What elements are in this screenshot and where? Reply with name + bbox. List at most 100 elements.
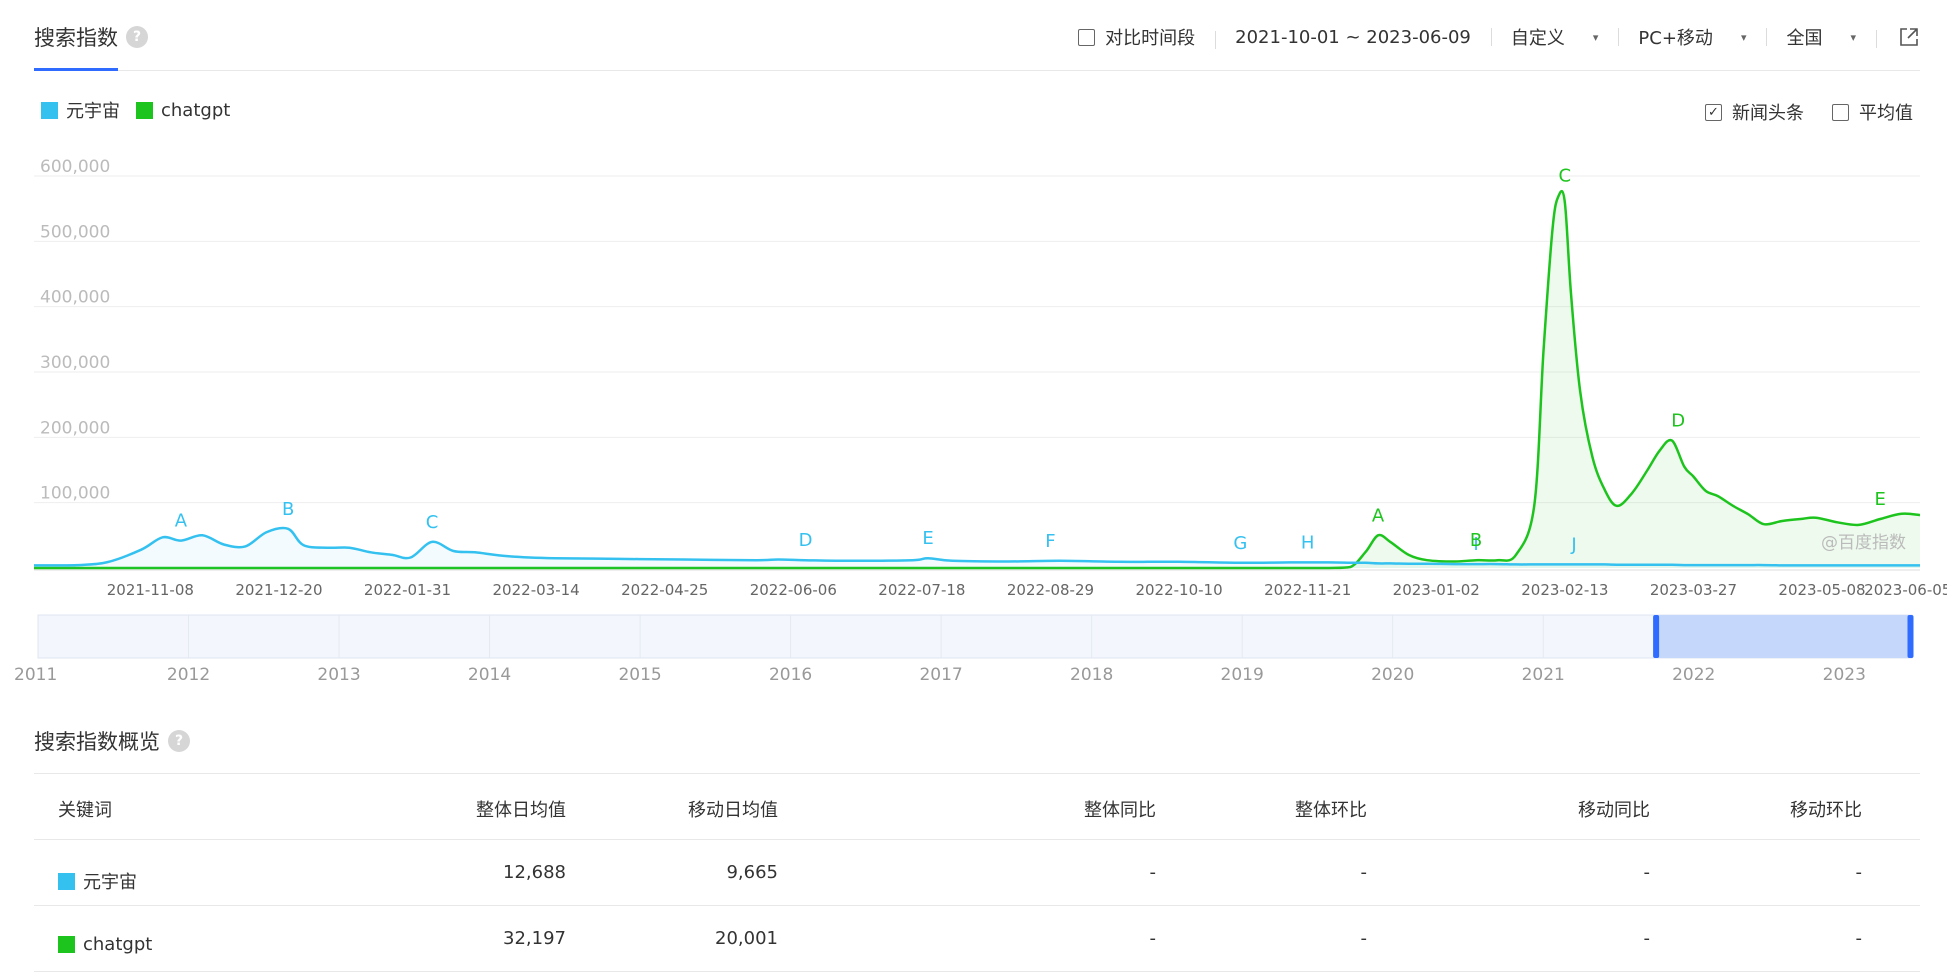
annotation-marker: I: [1473, 534, 1478, 555]
overall-mom-cell: -: [1360, 928, 1368, 949]
chevron-down-icon: ▾: [1850, 30, 1856, 44]
tab-title-text: 搜索指数: [34, 26, 118, 50]
table-header-row: 关键词 整体日均值 移动日均值 整体同比 整体环比 移动同比 移动环比: [34, 774, 1920, 840]
annotation-marker: D: [799, 530, 813, 551]
x-tick-label: 2023-05-08: [1778, 581, 1865, 599]
device-select-value: PC+移动: [1638, 28, 1713, 49]
y-tick-label: 300,000: [40, 353, 110, 373]
annotation-marker: A: [1372, 505, 1385, 526]
x-tick-label: 2022-11-21: [1264, 581, 1351, 599]
mobile-avg-cell: 9,665: [726, 862, 778, 883]
overall-yoy-cell: -: [1149, 928, 1157, 949]
news-label: 新闻头条: [1732, 103, 1804, 124]
period-select[interactable]: 自定义 ▾: [1490, 24, 1619, 50]
overview-title-text: 搜索指数概览: [34, 730, 160, 754]
navigator-handle-left[interactable]: [1653, 615, 1660, 658]
annotation-marker: E: [1875, 489, 1886, 510]
navigator-year-label: 2014: [468, 665, 511, 685]
y-tick-label: 600,000: [40, 157, 110, 177]
x-tick-label: 2023-06-05: [1864, 581, 1947, 599]
series-area-元宇宙: [34, 527, 1920, 568]
annotation-marker: G: [1233, 533, 1247, 554]
x-tick-label: 2022-01-31: [364, 581, 451, 599]
navigator-year-label: 2013: [317, 665, 360, 685]
legend-item-metaverse[interactable]: 元宇宙: [41, 97, 120, 123]
table-row: 元宇宙 12,688 9,665 - - - -: [34, 840, 1920, 906]
column-header: 关键词: [58, 800, 112, 821]
x-tick-label: 2022-07-18: [878, 581, 965, 599]
annotation-marker: H: [1301, 532, 1315, 553]
x-tick-label: 2021-12-20: [235, 581, 322, 599]
mobile-mom-cell: -: [1855, 928, 1863, 949]
keyword-text: 元宇宙: [83, 872, 137, 893]
help-icon[interactable]: ?: [168, 730, 190, 752]
annotation-marker: C: [426, 512, 439, 533]
navigator-year-label: 2011: [14, 665, 57, 685]
annotation-marker: B: [1470, 530, 1482, 551]
search-index-chart[interactable]: 600,000 500,000 400,000 300,000 200,000 100,0…: [0, 140, 1947, 600]
tab-active-underline: [34, 68, 118, 71]
y-tick-label: 400,000: [40, 288, 110, 308]
annotation-marker: J: [1570, 534, 1576, 555]
x-tick-label: 2021-11-08: [107, 581, 194, 599]
region-select[interactable]: 全国 ▾: [1766, 24, 1876, 50]
annotation-marker: C: [1559, 166, 1572, 187]
compare-checkbox[interactable]: [1078, 28, 1096, 46]
overall-mom-cell: -: [1360, 862, 1368, 883]
chart-options: ✓ 新闻头条 平均值: [1677, 99, 1913, 125]
tab-search-index[interactable]: 搜索指数 ?: [34, 22, 148, 52]
navigator-year-label: 2023: [1823, 665, 1866, 685]
compare-label: 对比时间段: [1105, 28, 1196, 49]
average-toggle[interactable]: 平均值: [1832, 99, 1913, 125]
time-navigator[interactable]: 2011 2012 2013 2014 2015 2016 2017 2018 2019 2020…: [0, 610, 1947, 695]
annotation-marker: A: [175, 511, 188, 532]
keyword-cell: 元宇宙: [58, 868, 137, 894]
keyword-cell: chatgpt: [58, 934, 152, 955]
legend-swatch: [136, 101, 153, 119]
export-button[interactable]: [1876, 26, 1920, 48]
legend-item-chatgpt[interactable]: chatgpt: [136, 100, 230, 121]
y-tick-label: 100,000: [40, 484, 110, 504]
navigator-year-label: 2020: [1371, 665, 1414, 685]
help-icon[interactable]: ?: [126, 26, 148, 48]
navigator-year-label: 2017: [919, 665, 962, 685]
navigator-year-label: 2019: [1221, 665, 1264, 685]
column-header: 移动日均值: [688, 800, 778, 821]
toolbar: 对比时间段 2021-10-01 ~ 2023-06-09 自定义 ▾ PC+移…: [1058, 24, 1920, 50]
chart-legend: 元宇宙 chatgpt: [41, 97, 246, 123]
watermark: @百度指数: [1821, 533, 1906, 553]
mobile-mom-cell: -: [1855, 862, 1863, 883]
annotation-marker: D: [1671, 411, 1685, 432]
chevron-down-icon: ▾: [1740, 30, 1747, 44]
x-tick-label: 2022-03-14: [493, 581, 580, 599]
overview-title: 搜索指数概览 ?: [34, 726, 190, 756]
average-checkbox[interactable]: [1832, 103, 1849, 121]
device-select[interactable]: PC+移动 ▾: [1618, 24, 1766, 50]
date-range-text: 2021-10-01 ~ 2023-06-09: [1235, 26, 1471, 48]
column-header: 整体同比: [1084, 800, 1156, 821]
chevron-down-icon: ▾: [1592, 30, 1599, 44]
series-line-chatgpt: [34, 189, 1921, 570]
annotation-marker: E: [922, 528, 933, 549]
navigator-handle-right[interactable]: [1907, 615, 1914, 658]
compare-period-toggle[interactable]: 对比时间段: [1058, 24, 1215, 50]
news-headline-toggle[interactable]: ✓ 新闻头条: [1705, 99, 1804, 125]
overall-yoy-cell: -: [1149, 862, 1157, 883]
date-range-picker[interactable]: 2021-10-01 ~ 2023-06-09: [1215, 26, 1491, 49]
news-checkbox[interactable]: ✓: [1705, 103, 1722, 121]
column-header: 整体日均值: [476, 800, 566, 821]
legend-swatch: [41, 101, 58, 119]
header: 搜索指数 ? 对比时间段 2021-10-01 ~ 2023-06-09 自定义…: [34, 0, 1920, 71]
average-label: 平均值: [1859, 103, 1913, 124]
x-tick-label: 2022-06-06: [750, 581, 837, 599]
x-tick-label: 2023-02-13: [1521, 581, 1608, 599]
series-area-chatgpt: [34, 191, 1920, 568]
annotation-marker: B: [282, 499, 294, 520]
external-link-icon: [1900, 28, 1918, 46]
navigator-year-label: 2015: [618, 665, 661, 685]
table-row: chatgpt 32,197 20,001 - - - -: [34, 906, 1920, 972]
mobile-avg-cell: 20,001: [715, 928, 778, 949]
x-tick-label: 2023-03-27: [1650, 581, 1737, 599]
y-tick-label: 200,000: [40, 418, 110, 438]
navigator-selection[interactable]: [1656, 615, 1911, 658]
